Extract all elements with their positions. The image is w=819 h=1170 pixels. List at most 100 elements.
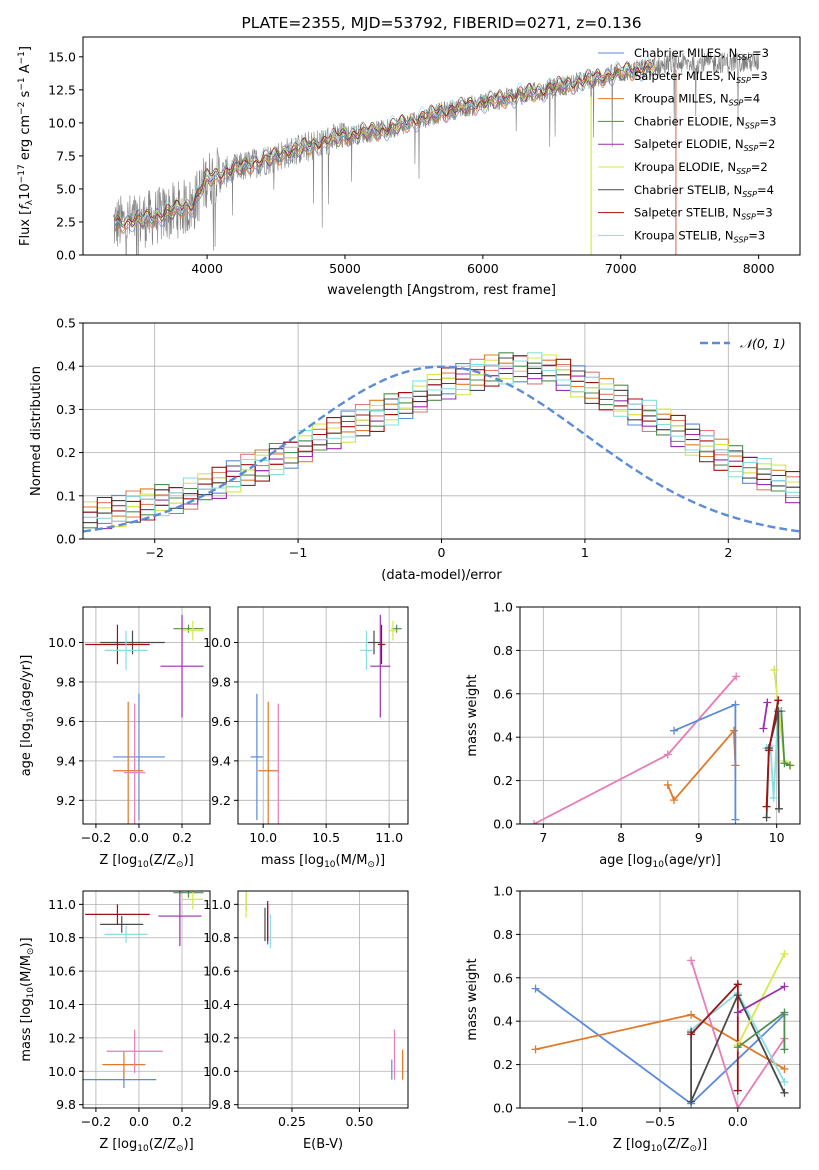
y-tick-label: 9.4 [211, 753, 231, 768]
legend-entry: Kroupa MILES, NSSP=4 [634, 92, 760, 108]
weight-marker [769, 793, 778, 802]
x-tick-label: 0.50 [346, 1114, 374, 1129]
y-tick-label: 10.0 [48, 115, 76, 130]
x-tick-label: −0.2 [81, 830, 111, 845]
age_vs_mass-panel: 10.0 10.5 11.0 9.2 9.4 9.6 9.8 10.0 mass [log10(… [203, 606, 409, 870]
weight-marker [780, 1088, 789, 1097]
weight_vs_age-panel: 7 8 9 10 0.0 0.2 0.4 0.6 0.8 1.0 age [log10(age/yr… [465, 600, 801, 870]
y-tick-label: 0.4 [493, 1014, 513, 1029]
weight-marker [670, 726, 678, 735]
weight-marker [762, 802, 771, 811]
legend-entry: Salpeter MILES, NSSP=3 [634, 69, 768, 85]
y-tick-label: 0.8 [493, 643, 513, 658]
x-tick-label: 2 [724, 545, 732, 560]
x-tick-label: 9 [695, 830, 703, 845]
legend-entry: Kroupa ELODIE, NSSP=2 [634, 160, 768, 176]
weight_vs_age-frame [519, 606, 801, 825]
y-tick-label: 0.4 [56, 359, 76, 374]
weight-marker [731, 815, 740, 824]
x-tick-label: 10.0 [249, 830, 277, 845]
x-tick-label: 8000 [743, 261, 775, 276]
weight-marker [780, 949, 789, 958]
age_vs_Z-panel: −0.2 0.0 0.2 9.2 9.4 9.6 9.8 10.0 Z [log10(Z/Z⊙)… [19, 606, 211, 870]
y-tick-label: 0.0 [493, 1101, 513, 1116]
histogram-salpeter_stelib [83, 355, 800, 521]
y-tick-label: 0.6 [493, 686, 513, 701]
weight-marker [731, 700, 740, 709]
x-axis-label: (data-model)/error [381, 568, 502, 583]
x-tick-label: 7000 [605, 261, 637, 276]
y-tick-label: 10.0 [48, 1064, 76, 1079]
legend-entry: Chabrier STELIB, NSSP=4 [634, 183, 774, 199]
legend-entry: Salpeter ELODIE, NSSP=2 [634, 137, 775, 153]
x-tick-label: −1 [289, 545, 307, 560]
y-tick-label: 12.5 [48, 82, 76, 97]
weight-marker [733, 1104, 742, 1108]
y-tick-label: 10.0 [203, 635, 231, 650]
y-tick-label: 10.0 [203, 1064, 231, 1079]
y-tick-label: 10.2 [203, 1030, 231, 1045]
y-tick-label: 9.2 [56, 793, 76, 808]
weight-marker [764, 746, 773, 755]
y-tick-label: 0.6 [493, 970, 513, 985]
weight-marker [733, 1086, 742, 1095]
weight-marker [687, 956, 696, 965]
weight-marker [732, 672, 741, 681]
weight-line-chabrier_elodie [780, 711, 791, 767]
x-tick-label: 8 [617, 830, 625, 845]
weight-marker [687, 1010, 696, 1019]
weight-marker [531, 984, 540, 993]
y-axis-label: mass weight [465, 958, 480, 1040]
weight-marker [774, 696, 783, 705]
legend-entry: Chabrier ELODIE, NSSP=3 [634, 114, 776, 130]
mass_vs_Z-plot-area [83, 891, 204, 1088]
y-tick-label: 0.8 [493, 927, 513, 942]
y-tick-label: 9.6 [211, 714, 231, 729]
weight-marker [770, 665, 779, 674]
y-tick-label: 10.0 [48, 635, 76, 650]
x-tick-label: 5000 [329, 261, 361, 276]
x-tick-label: 0.0 [129, 830, 149, 845]
y-tick-label: 9.8 [211, 674, 231, 689]
x-tick-label: 0.2 [172, 1114, 192, 1129]
y-tick-label: 10.8 [203, 930, 231, 945]
mass_vs_ebv-frame [237, 890, 409, 1109]
x-tick-label: 0.0 [129, 1114, 149, 1129]
y-tick-label: 0.0 [56, 248, 76, 263]
weight-marker [780, 1045, 789, 1054]
y-tick-label: 0.1 [56, 488, 76, 503]
x-tick-label: −1.0 [567, 1114, 597, 1129]
y-tick-label: 11.0 [203, 897, 231, 912]
y-tick-label: 0.4 [493, 730, 513, 745]
y-tick-label: 7.5 [56, 148, 76, 163]
y-tick-label: 1.0 [493, 884, 513, 899]
weight-marker [759, 724, 768, 733]
y-tick-label: 0.2 [493, 773, 513, 788]
y-axis-label: mass [log10(M/M⊙)] [19, 937, 36, 1061]
weight-line-kroupa_miles [666, 728, 737, 802]
y-tick-label: 15.0 [48, 49, 76, 64]
y-tick-label: 1.0 [493, 600, 513, 615]
y-tick-label: 10.4 [48, 997, 76, 1012]
normal-curve [83, 365, 800, 533]
y-tick-label: 0.3 [56, 402, 76, 417]
spectrum-panel: 4000 5000 6000 7000 8000 0.0 2.5 5.0 7.5 10.0 12.5… [17, 14, 801, 298]
residuals-plot-area [83, 352, 800, 533]
y-axis-label: mass weight [465, 674, 480, 756]
y-tick-label: 11.0 [48, 897, 76, 912]
weight-line-salpeter_elodie [762, 702, 769, 729]
weight-marker [780, 1077, 789, 1086]
x-axis-label: E(B-V) [303, 1137, 343, 1152]
weight-line-chabrier_miles [673, 703, 737, 820]
x-tick-label: 0.2 [172, 830, 192, 845]
weight-marker [663, 750, 672, 759]
model-line-kroupa_stelib [114, 56, 656, 227]
weight_vs_Z-plot-area [531, 949, 789, 1108]
weight-marker [780, 759, 789, 768]
y-tick-label: 10.8 [48, 930, 76, 945]
weight-marker [729, 726, 738, 735]
y-tick-label: 2.5 [56, 214, 76, 229]
weight-marker [785, 761, 794, 770]
x-tick-label: 11.0 [375, 830, 403, 845]
y-tick-label: 0.2 [493, 1057, 513, 1072]
